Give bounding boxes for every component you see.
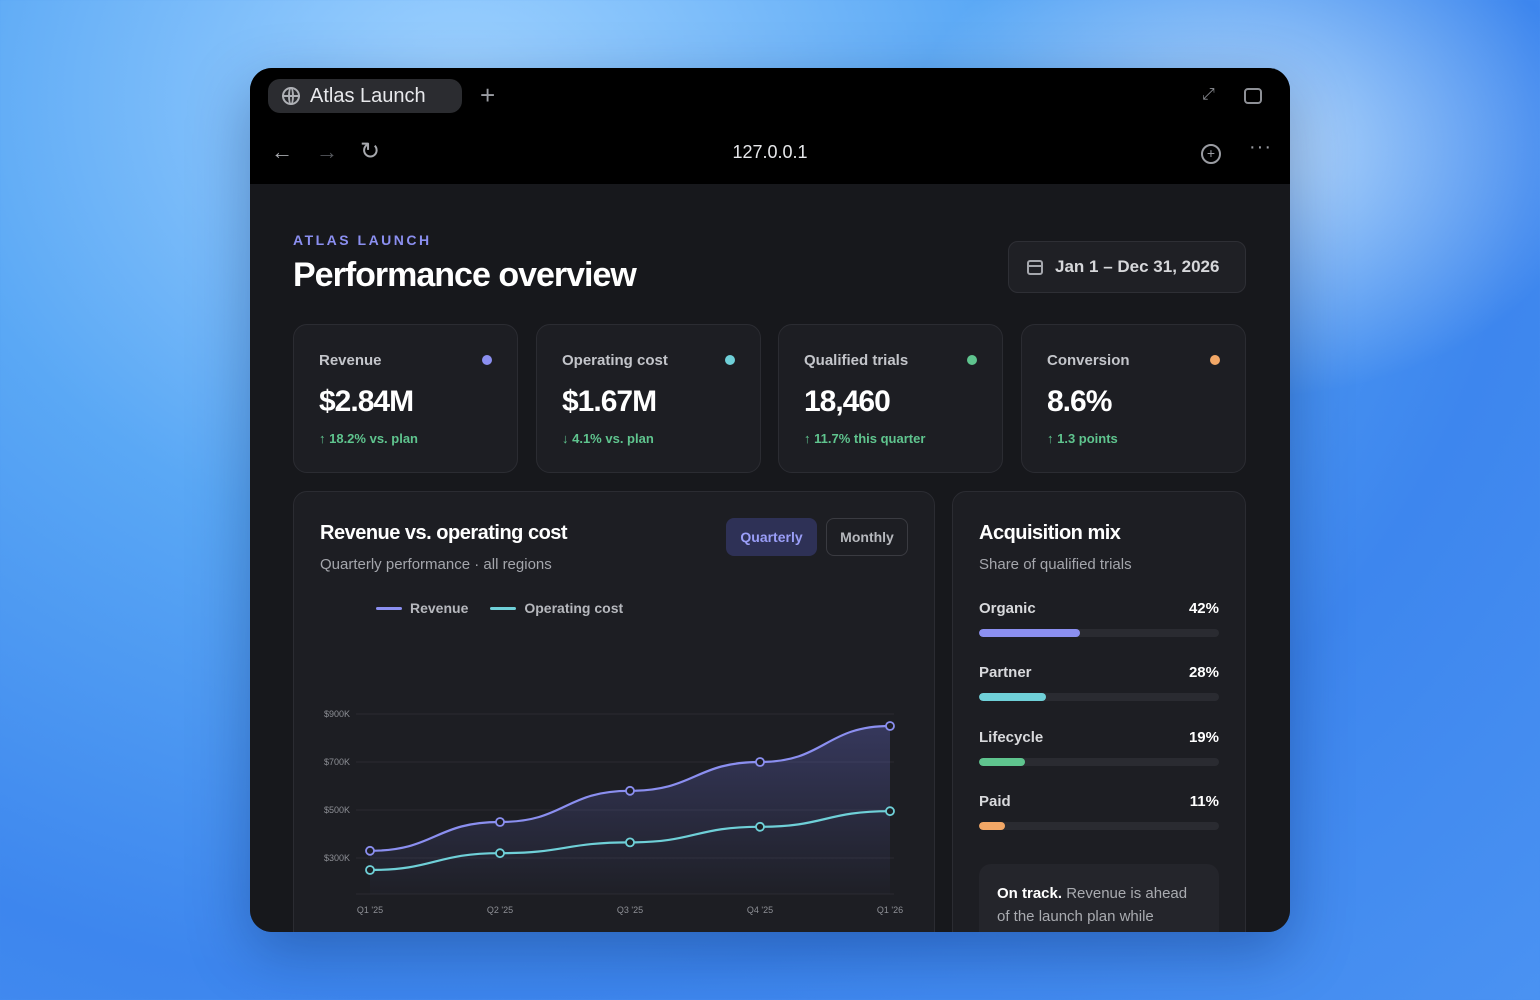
- operating-cost-point: [885, 806, 895, 817]
- mix-percent: 28%: [1188, 664, 1219, 681]
- legend-label: Revenue: [410, 600, 469, 616]
- mix-percent: 11%: [1189, 793, 1219, 810]
- status-dot: [482, 355, 492, 365]
- browser-chrome: Atlas Launch + ⤢ ← → ↻ 127.0.0.1 + ···: [250, 68, 1290, 184]
- progress-track: [979, 693, 1219, 701]
- legend-label: Operating cost: [524, 600, 624, 616]
- card-subtitle: Share of qualified trials: [979, 556, 1132, 573]
- card-title: Revenue vs. operating cost: [320, 522, 568, 544]
- monthly-toggle[interactable]: Monthly: [826, 518, 908, 556]
- mix-percent: 19%: [1188, 729, 1219, 746]
- progress-track: [979, 758, 1219, 766]
- kpi-delta: ↑ 11.7% this quarter: [804, 431, 926, 446]
- kpi-value: $2.84M: [319, 385, 414, 418]
- reload-icon[interactable]: ↻: [360, 138, 381, 165]
- revenue-point: [625, 785, 635, 796]
- legend-item-operating-cost: Operating cost: [490, 600, 623, 616]
- legend-item-revenue: Revenue: [376, 600, 468, 616]
- fullscreen-icon[interactable]: ⤢: [1202, 86, 1215, 103]
- mix-percent: 42%: [1188, 600, 1219, 617]
- y-tick-label: $300K: [324, 853, 350, 863]
- date-range-button[interactable]: Jan 1 – Dec 31, 2026: [1008, 241, 1246, 293]
- y-tick-label: $900K: [324, 709, 350, 719]
- chart-legend: Revenue Operating cost: [376, 600, 645, 616]
- date-range-label: Jan 1 – Dec 31, 2026: [1055, 257, 1220, 276]
- revenue-chart-card: Revenue vs. operating cost Quarterly per…: [293, 491, 935, 932]
- x-tick-label: Q3 '25: [617, 905, 643, 915]
- mix-label: Paid: [979, 793, 1011, 810]
- more-options-icon[interactable]: ···: [1249, 136, 1272, 158]
- kpi-label: Operating cost: [562, 352, 668, 369]
- kpi-card-qualified-trials: Qualified trials 18,460 ↑ 11.7% this qua…: [778, 324, 1003, 473]
- progress-fill: [979, 822, 1006, 830]
- revenue-cost-chart: $900K $700K $500K $300K Q1 '25 Q2 '25 Q3 '25 Q4…: [324, 709, 903, 915]
- x-tick-label: Q1 '26: [877, 905, 903, 915]
- kpi-value: 8.6%: [1047, 385, 1112, 418]
- revenue-point: [885, 721, 895, 731]
- mix-label: Partner: [979, 664, 1032, 681]
- progress-fill: [979, 693, 1047, 701]
- acquisition-mix-card: Acquisition mix Share of qualified trial…: [952, 491, 1246, 932]
- card-subtitle: Quarterly performance · all regions: [320, 556, 552, 573]
- card-title: Acquisition mix: [979, 522, 1121, 544]
- page-title: Performance overview: [293, 256, 637, 294]
- sidebar-toggle-icon[interactable]: [1244, 88, 1262, 104]
- back-icon[interactable]: ←: [271, 139, 293, 164]
- progress-fill: [979, 629, 1080, 637]
- kpi-value: $1.67M: [562, 385, 657, 418]
- kpi-card-conversion: Conversion 8.6% ↑ 1.3 points: [1021, 324, 1246, 473]
- eyebrow-label: ATLAS LAUNCH: [293, 232, 432, 248]
- kpi-card-operating-cost: Operating cost $1.67M ↓ 4.1% vs. plan: [536, 324, 761, 473]
- revenue-point: [755, 757, 765, 767]
- mix-label: Organic: [979, 600, 1036, 617]
- calendar-icon: [1027, 259, 1043, 275]
- legend-swatch: [376, 606, 402, 610]
- status-note: On track. Revenue is ahead of the launch…: [979, 864, 1219, 932]
- kpi-delta: ↓ 4.1% vs. plan: [562, 431, 654, 446]
- status-dot: [1210, 355, 1220, 365]
- mix-label: Lifecycle: [979, 729, 1044, 746]
- note-text: Revenue is ahead of the launch plan whil…: [997, 885, 1188, 925]
- operating-cost-point: [365, 865, 375, 875]
- progress-track: [979, 822, 1219, 830]
- progress-fill: [979, 758, 1025, 766]
- revenue-point: [495, 817, 505, 827]
- tab-title: Atlas Launch: [310, 84, 426, 107]
- browser-tab[interactable]: Atlas Launch: [268, 79, 462, 113]
- kpi-value: 18,460: [804, 385, 891, 418]
- x-tick-label: Q4 '25: [747, 905, 773, 915]
- kpi-delta: ↑ 18.2% vs. plan: [319, 431, 418, 446]
- x-tick-label: Q1 '25: [357, 905, 383, 915]
- kpi-card-revenue: Revenue $2.84M ↑ 18.2% vs. plan: [293, 324, 518, 473]
- operating-cost-point: [495, 848, 505, 859]
- browser-window: Atlas Launch + ⤢ ← → ↻ 127.0.0.1 + ··· A…: [250, 68, 1290, 932]
- progress-track: [979, 629, 1219, 637]
- note-headline: On track.: [997, 885, 1063, 902]
- status-dot: [967, 355, 977, 365]
- forward-icon[interactable]: →: [316, 139, 338, 164]
- kpi-label: Revenue: [319, 352, 382, 369]
- operating-cost-point: [625, 837, 635, 848]
- new-tab-button[interactable]: +: [480, 80, 496, 110]
- globe-icon: [282, 87, 300, 105]
- kpi-delta: ↑ 1.3 points: [1047, 431, 1118, 446]
- kpi-label: Qualified trials: [804, 352, 909, 369]
- quarterly-toggle[interactable]: Quarterly: [726, 518, 817, 556]
- y-tick-label: $700K: [324, 757, 350, 767]
- y-tick-label: $500K: [324, 805, 350, 815]
- x-tick-label: Q2 '25: [487, 905, 513, 915]
- kpi-label: Conversion: [1047, 352, 1130, 369]
- address-bar[interactable]: 127.0.0.1: [732, 142, 808, 162]
- zoom-icon[interactable]: +: [1201, 144, 1221, 164]
- dashboard-page: ATLAS LAUNCH Performance overview Jan 1 …: [250, 184, 1290, 932]
- operating-cost-point: [755, 821, 765, 832]
- status-dot: [725, 355, 735, 365]
- revenue-point: [365, 845, 375, 856]
- legend-swatch: [490, 606, 517, 610]
